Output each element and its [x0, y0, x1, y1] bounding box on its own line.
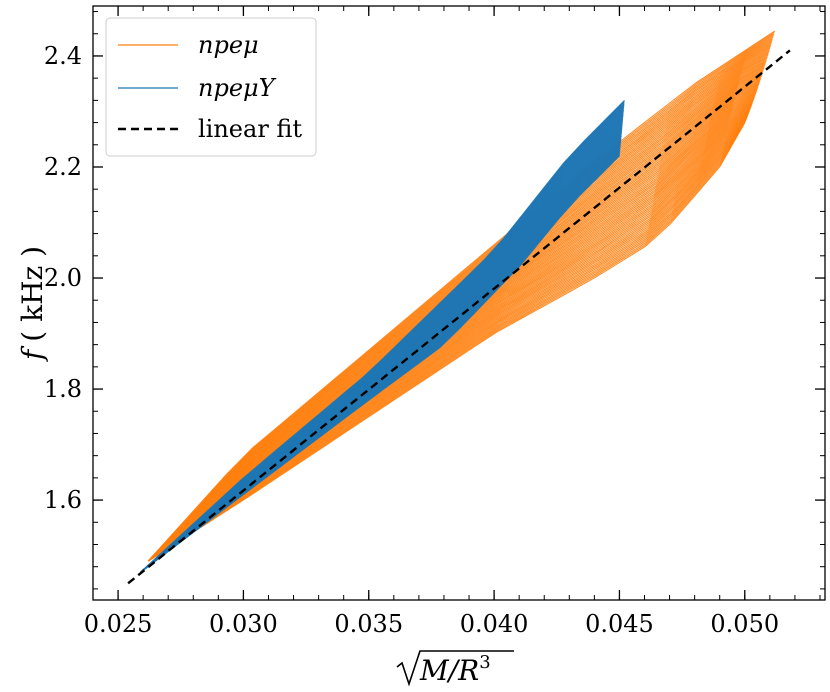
y-tick-label: 1.6	[44, 486, 82, 514]
y-axis-symbol: f	[16, 345, 49, 362]
plot-frame	[92, 5, 826, 601]
x-tick-label: 0.030	[209, 610, 278, 638]
legend-box	[105, 17, 317, 157]
x-tick-label: 0.050	[710, 610, 779, 638]
svg-text:M/R3: M/R3	[419, 652, 491, 687]
radical-sign	[396, 650, 514, 687]
x-axis-exponent: 3	[479, 652, 490, 673]
band-npemuy	[140, 100, 625, 573]
data-bands	[140, 30, 776, 573]
curve	[147, 118, 747, 562]
y-tick-label: 1.8	[44, 375, 82, 403]
x-tick-label: 0.025	[84, 610, 153, 638]
y-axis-label: f ( kHz )	[16, 246, 49, 362]
legend-label-npemu: npeμ	[198, 31, 259, 59]
x-tick-labels: 0.025 0.030 0.035 0.040 0.045 0.050	[84, 610, 779, 638]
y-tick-label: 2.0	[44, 264, 82, 292]
x-axis-label: M/R3	[396, 650, 514, 687]
x-axis-radicand: M/R	[419, 654, 479, 687]
linear-fit-line	[127, 49, 791, 585]
curve	[147, 33, 775, 562]
y-tick-labels: 1.6 1.8 2.0 2.2 2.4	[44, 42, 82, 514]
x-tick-label: 0.045	[585, 610, 654, 638]
curve	[140, 100, 625, 573]
legend: npeμ npeμY linear fit	[105, 17, 317, 157]
x-tick-label: 0.040	[460, 610, 529, 638]
curve	[147, 30, 776, 562]
y-tick-label: 2.2	[44, 153, 82, 181]
axis-ticks	[93, 6, 825, 600]
curve	[147, 121, 746, 562]
y-tick-label: 2.4	[44, 42, 82, 70]
legend-label-linear-fit: linear fit	[198, 115, 302, 143]
fit-line-group	[127, 49, 791, 585]
svg-text:f( kHz ): f ( kHz )	[16, 246, 49, 362]
legend-label-npemuy: npeμY	[198, 74, 277, 102]
x-tick-label: 0.035	[334, 610, 403, 638]
y-axis-unit: ( kHz )	[16, 246, 49, 342]
